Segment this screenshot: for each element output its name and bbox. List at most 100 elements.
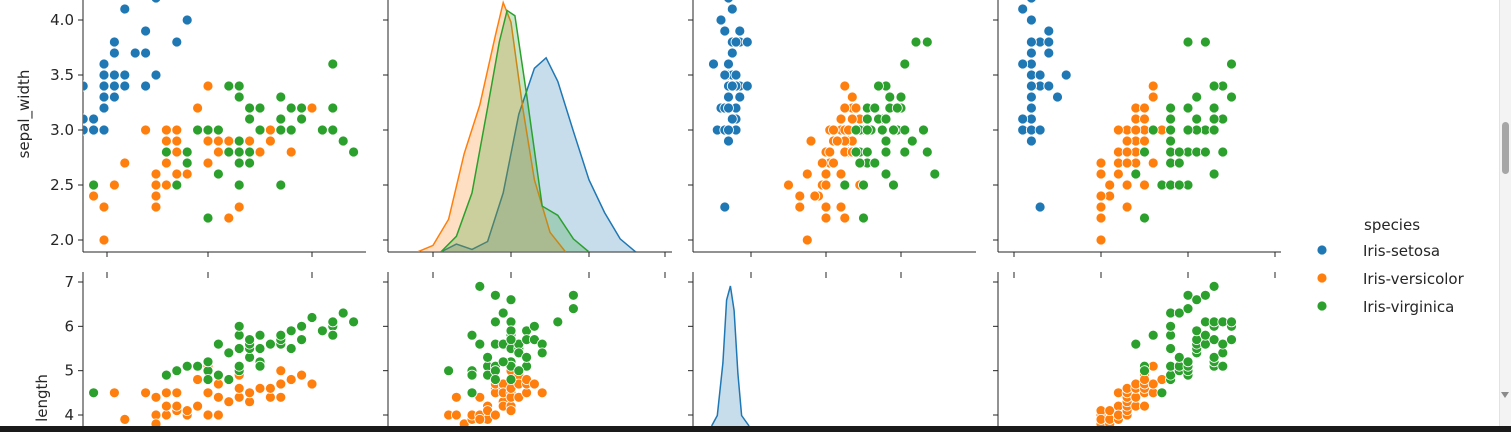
scatter-point	[816, 157, 828, 169]
scatter-point	[68, 103, 78, 113]
scatter-point	[1165, 102, 1176, 114]
scatter-point	[401, 304, 411, 314]
scatter-point	[466, 387, 478, 399]
scatter-point	[466, 329, 478, 341]
scatter-point	[1121, 179, 1133, 191]
scatter-point	[109, 80, 120, 92]
scatter-point	[474, 280, 486, 292]
y-tick-label: 4.0	[50, 11, 74, 29]
scatter-point	[888, 124, 899, 136]
y-tick-label: 3.0	[50, 121, 74, 139]
scatter-point	[1034, 124, 1046, 136]
scatter-point	[275, 91, 287, 103]
scatter-point	[1208, 334, 1220, 346]
legend-entry-label: Iris-virginica	[1363, 298, 1454, 316]
scatter-point	[254, 124, 266, 136]
scatter-point	[489, 289, 501, 301]
scatter-point	[1147, 329, 1159, 341]
scatter-point	[264, 135, 276, 147]
scatter-point	[1121, 146, 1133, 158]
scatter-point	[212, 135, 224, 147]
scatter-point	[88, 190, 99, 202]
scatter-point	[202, 80, 214, 92]
scatter-point	[854, 157, 866, 169]
scatter-point	[233, 146, 245, 158]
scatter-point	[275, 378, 287, 390]
scatter-point	[316, 325, 328, 337]
scatter-point	[202, 157, 214, 169]
scatter-point	[296, 113, 308, 125]
scatter-point	[899, 124, 911, 136]
scatter-point	[1026, 80, 1037, 92]
vertical-scrollbar[interactable]	[1499, 0, 1511, 426]
scatter-point	[497, 356, 509, 368]
scatter-point	[1060, 69, 1072, 81]
scatter-point	[275, 124, 287, 136]
legend-marker	[1316, 300, 1328, 312]
scatter-point	[1165, 135, 1176, 147]
scatter-point	[861, 113, 873, 125]
scatter-point	[1104, 179, 1116, 191]
scatter-point	[741, 36, 753, 48]
scatter-point	[921, 146, 933, 158]
scatter-point	[1208, 113, 1220, 125]
scatter-point	[327, 316, 339, 328]
scatter-point	[1208, 102, 1220, 114]
scatter-point	[1139, 179, 1150, 191]
y-tick-label: 5	[64, 362, 74, 380]
scatter-point	[1139, 400, 1150, 412]
scatter-point	[835, 168, 847, 180]
scatter-point	[83, 113, 89, 125]
scrollbar-thumb[interactable]	[1502, 122, 1509, 174]
scatter-point	[119, 69, 131, 81]
scatter-point	[88, 124, 99, 136]
scatter-point	[244, 387, 256, 399]
scatter-point	[212, 338, 224, 350]
scatter-point	[1139, 365, 1150, 377]
scatter-point	[1095, 168, 1107, 180]
scatter-point	[1095, 190, 1107, 202]
scatter-point	[1026, 135, 1037, 147]
scatter-point	[1217, 338, 1229, 350]
scatter-point	[1217, 146, 1229, 158]
scatter-point	[233, 179, 245, 191]
scatter-point	[150, 190, 162, 202]
scatter-point	[1165, 343, 1176, 354]
scatter-point	[1104, 405, 1116, 417]
scatter-point	[233, 329, 245, 341]
scatter-point	[1147, 157, 1159, 169]
scatter-point	[726, 3, 738, 15]
scatter-point	[233, 201, 245, 213]
scatter-point	[401, 37, 411, 47]
scatter-point	[489, 409, 501, 421]
scatter-point	[1121, 135, 1133, 147]
scatter-point	[1208, 280, 1220, 292]
row-label-length: length	[33, 374, 51, 422]
scatter-point	[1026, 102, 1037, 114]
scatter-point	[306, 102, 318, 114]
scatter-point	[192, 124, 204, 136]
scatter-point	[327, 124, 339, 136]
kde-line-Iris-setosa	[710, 285, 750, 426]
scatter-point	[171, 387, 183, 399]
scatter-point	[202, 356, 214, 368]
scatter-point	[719, 201, 731, 213]
axes-r0-c2	[692, 0, 976, 257]
scatter-point	[244, 102, 256, 114]
scatter-point	[1147, 80, 1159, 92]
scatter-point	[57, 103, 67, 113]
scatter-point	[858, 212, 869, 224]
scatter-point	[929, 168, 941, 180]
scatter-point	[1200, 36, 1211, 48]
scatter-point	[482, 351, 494, 363]
scatter-point	[1173, 179, 1185, 191]
scatter-point	[327, 329, 339, 341]
scatter-point	[223, 212, 235, 224]
scatter-point	[223, 374, 235, 385]
scatter-point	[719, 25, 731, 37]
scroll-down-arrow-icon[interactable]	[1501, 392, 1509, 398]
scatter-point	[202, 409, 214, 421]
scatter-point	[285, 102, 297, 114]
scatter-point	[910, 36, 922, 48]
scatter-point	[181, 146, 193, 158]
